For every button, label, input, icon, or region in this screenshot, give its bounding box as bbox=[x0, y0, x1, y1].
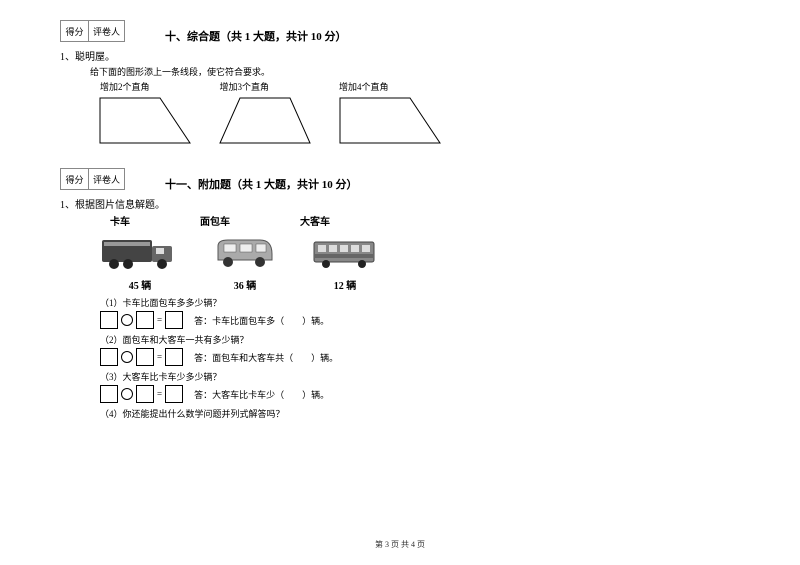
op-circle bbox=[121, 388, 133, 400]
eq-box bbox=[165, 311, 183, 329]
score-box-11: 得分 评卷人 bbox=[60, 168, 125, 190]
shapes-row bbox=[90, 93, 740, 148]
op-circle bbox=[121, 351, 133, 363]
eq-row-1: = 答：卡车比面包车多（ ）辆。 bbox=[100, 311, 740, 329]
eq-box bbox=[136, 348, 154, 366]
eq-box bbox=[100, 385, 118, 403]
equals: = bbox=[157, 352, 162, 362]
eq-box bbox=[165, 348, 183, 366]
truck-icon bbox=[100, 232, 180, 272]
equals: = bbox=[157, 315, 162, 325]
q1-text: 给下面的图形添上一条线段，使它符合要求。 bbox=[90, 65, 740, 78]
label-3: 增加4个直角 bbox=[339, 80, 389, 93]
van-icon bbox=[210, 232, 280, 272]
truck-count: 45 辆 bbox=[100, 277, 180, 292]
subq-3: （3）大客车比卡车少多少辆？ bbox=[100, 370, 740, 383]
label-1: 增加2个直角 bbox=[100, 80, 150, 93]
veh-name-1: 卡车 bbox=[110, 213, 130, 228]
vehicles-header: 卡车 面包车 大客车 bbox=[110, 213, 740, 228]
subq-4: （4）你还能提出什么数学问题并列式解答吗？ bbox=[100, 407, 740, 420]
truck-cell: 45 辆 bbox=[100, 232, 180, 292]
eq-row-3: = 答：大客车比卡车少（ ）辆。 bbox=[100, 385, 740, 403]
van-cell: 36 辆 bbox=[210, 232, 280, 292]
score-box: 得分 评卷人 bbox=[60, 20, 125, 42]
reviewer-label-11: 评卷人 bbox=[89, 169, 124, 189]
q1-num: 1、聪明屋。 bbox=[60, 48, 740, 63]
veh-name-3: 大客车 bbox=[300, 213, 330, 228]
section-11-title: 十一、附加题（共 1 大题，共计 10 分） bbox=[165, 176, 358, 192]
op-circle bbox=[121, 314, 133, 326]
score-label-11: 得分 bbox=[61, 169, 89, 189]
van-count: 36 辆 bbox=[210, 277, 280, 292]
score-label: 得分 bbox=[61, 21, 89, 41]
section-10-title: 十、综合题（共 1 大题，共计 10 分） bbox=[165, 28, 347, 44]
eq-row-2: = 答：面包车和大客车共（ ）辆。 bbox=[100, 348, 740, 366]
eq-box bbox=[165, 385, 183, 403]
eq-box bbox=[136, 311, 154, 329]
eq-box bbox=[100, 348, 118, 366]
trapezoid-1 bbox=[90, 93, 200, 148]
q11-num: 1、根据图片信息解题。 bbox=[60, 196, 740, 211]
eq-box bbox=[136, 385, 154, 403]
eq-box bbox=[100, 311, 118, 329]
section-10-header: 得分 评卷人 十、综合题（共 1 大题，共计 10 分） bbox=[60, 20, 740, 44]
trapezoid-2 bbox=[210, 93, 320, 148]
label-2: 增加3个直角 bbox=[220, 80, 270, 93]
reviewer-label: 评卷人 bbox=[89, 21, 124, 41]
subq-1: （1）卡车比面包车多多少辆？ bbox=[100, 296, 740, 309]
ans-3: 答：大客车比卡车少（ ）辆。 bbox=[194, 388, 329, 401]
vehicles-row: 45 辆 36 辆 12 辆 bbox=[100, 232, 740, 292]
page-footer: 第 3 页 共 4 页 bbox=[0, 539, 800, 550]
ans-1: 答：卡车比面包车多（ ）辆。 bbox=[194, 314, 329, 327]
trapezoid-3 bbox=[330, 93, 450, 148]
veh-name-2: 面包车 bbox=[200, 213, 230, 228]
ans-2: 答：面包车和大客车共（ ）辆。 bbox=[194, 351, 338, 364]
equals: = bbox=[157, 389, 162, 399]
bus-cell: 12 辆 bbox=[310, 234, 380, 292]
shape-labels: 增加2个直角 增加3个直角 增加4个直角 bbox=[100, 80, 740, 93]
bus-count: 12 辆 bbox=[310, 277, 380, 292]
bus-icon bbox=[310, 234, 380, 272]
section-11-header: 得分 评卷人 十一、附加题（共 1 大题，共计 10 分） bbox=[60, 168, 740, 192]
subq-2: （2）面包车和大客车一共有多少辆？ bbox=[100, 333, 740, 346]
